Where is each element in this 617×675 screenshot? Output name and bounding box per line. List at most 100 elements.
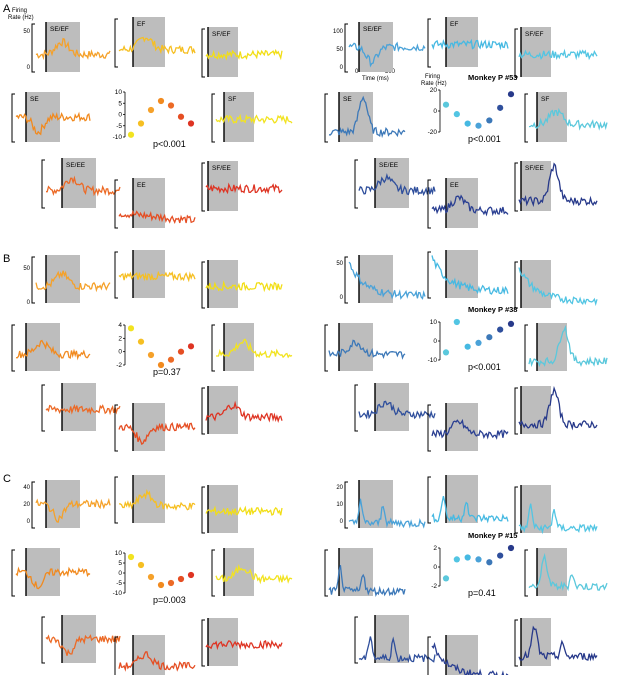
left-r0-c0-rate-line <box>35 497 111 523</box>
right-r0-c0-scale-bracket <box>344 481 348 529</box>
left-r2-c2-stimulus-shade <box>208 618 238 666</box>
right-r0-c0-stimulus-shade <box>359 255 393 303</box>
left-r2-c2 <box>201 618 283 667</box>
right-r2-c0 <box>354 383 436 432</box>
scatter-ytick-label: 0 <box>433 564 437 571</box>
scatter-ytick-label: 0 <box>118 570 122 577</box>
right-r0-c2 <box>514 485 598 535</box>
right-r2-c2-rate-line <box>518 162 598 208</box>
scatter-point <box>486 334 493 341</box>
b-right-tick-0: 50 <box>336 261 343 267</box>
right-r1-c2-rate-line <box>528 552 608 592</box>
left-r0-c1-rate-line <box>118 36 196 55</box>
scatter-ytick-label: 10 <box>115 89 123 96</box>
left-r1-c2-scale-bracket <box>211 324 215 372</box>
right-r0-c2-title: SF/EF <box>525 31 543 38</box>
scatter-point <box>177 113 185 120</box>
right-r2-c0-scale-bracket <box>354 159 358 209</box>
scatter-point <box>137 561 145 569</box>
left-r2-c2: SF/EE <box>201 161 283 212</box>
b-left-tick-1: 0 <box>27 300 31 306</box>
left-r0-c0-stimulus-shade <box>46 255 80 303</box>
left-r2-c2-rate-line <box>205 182 283 195</box>
right-r0-c1-scale-bracket <box>427 18 431 68</box>
c-left-tick-1: 20 <box>23 502 30 508</box>
right-r1-c0-rate-line <box>328 565 406 597</box>
scatter-point <box>127 325 135 332</box>
right-r0-c2 <box>514 260 598 309</box>
left-r1-c2 <box>211 548 293 597</box>
left-r2-c2-scale-bracket <box>201 387 205 435</box>
scatter-point <box>147 106 155 114</box>
scatter-ytick-label: -10 <box>113 590 123 597</box>
right-r0-c0-rate-line <box>348 498 426 529</box>
right-r1-c2-scale-bracket <box>524 93 528 143</box>
b-left-tick-0: 50 <box>23 266 30 272</box>
scatter-point <box>147 573 155 581</box>
right-r0-c0-scale-bracket <box>344 23 348 73</box>
left-r2-c0-scale-bracket <box>41 384 45 432</box>
right-r0-c1-scale-bracket <box>427 476 431 524</box>
left-r0-c2-rate-line <box>205 505 283 517</box>
c-right-tick-0: 20 <box>336 485 343 491</box>
scatter-p-value: p<0.001 <box>468 134 501 144</box>
left-r1-c0-stimulus-shade <box>26 548 60 596</box>
right-r0-c0 <box>344 480 426 529</box>
left-r0-c0-stimulus-shade <box>46 22 80 72</box>
scatter-point <box>167 102 175 109</box>
right-r2-c2-scale-bracket <box>514 387 518 435</box>
scatter-point <box>127 131 135 138</box>
right-r0-c0-rate-line <box>348 261 426 300</box>
left-r2-c0-rate-line <box>45 634 121 656</box>
right-r2-c0 <box>354 615 436 664</box>
right-r0-c2-scale-bracket <box>514 28 518 78</box>
left-r1-c2-scale-bracket <box>211 93 215 143</box>
left-r1-c0-scale-bracket <box>11 549 15 597</box>
scatter-point <box>442 349 450 356</box>
right-r2-c0-stimulus-shade <box>375 615 409 663</box>
c-left-tick-0: 40 <box>23 485 30 491</box>
scatter-point <box>167 579 175 587</box>
left-r1-c0-scale-bracket <box>11 324 15 372</box>
left-r2-c1-rate-line <box>118 651 196 672</box>
c-right-tick-2: 0 <box>340 519 344 525</box>
left-r1-c2 <box>211 323 293 372</box>
right-r2-c2-scale-bracket <box>514 619 518 667</box>
left-r2-c0 <box>41 615 121 664</box>
right-r1-c0 <box>324 323 406 372</box>
right-r0-c1-rate-line <box>431 495 509 524</box>
scatter-point <box>442 101 450 108</box>
right-r1-c2-scale-bracket <box>524 324 528 372</box>
c-right-tick-1: 10 <box>336 502 343 508</box>
c-left-tick-2: 0 <box>27 519 31 525</box>
scatter-point <box>147 351 155 359</box>
left-r0-c1-stimulus-shade <box>133 475 165 523</box>
right-r0-c0-scale-bracket <box>344 256 348 304</box>
left-r1-c0: SE <box>11 92 91 143</box>
left-r0-c2 <box>201 260 283 309</box>
right-r2-c1-rate-line <box>431 418 509 440</box>
left-r0-c0-title: SE/EF <box>50 26 69 33</box>
right-r2-c2: SF/EE <box>514 161 598 212</box>
right-r2-c1-rate-line <box>431 194 509 217</box>
scatter-C-right: 2 0 -2 p=0.41 Monkey P #15 <box>431 531 517 598</box>
scatter-ytick-label: 5 <box>118 560 122 567</box>
right-r2-c1-scale-bracket <box>427 404 431 452</box>
left-r1-c0-rate-line <box>15 339 91 361</box>
left-r0-c1-stimulus-shade <box>133 17 165 67</box>
left-r2-c2-scale-bracket <box>201 619 205 667</box>
left-r0-c1-scale-bracket <box>114 18 118 68</box>
left-r0-c0-scale-bracket <box>31 256 35 304</box>
scatter-title: Monkey P #38 <box>468 305 517 314</box>
right-r0-c2-rate-line <box>518 48 598 61</box>
right-r0-c0-title: SE/EF <box>363 26 382 33</box>
scatter-point <box>453 318 460 326</box>
right-r0-c1 <box>427 475 509 524</box>
scatter-p-value: p=0.003 <box>153 595 186 605</box>
right-r2-c2 <box>514 385 598 435</box>
left-r2-c0-rate-line <box>46 175 121 197</box>
right-r0-c1: EF <box>427 17 509 68</box>
left-r0-c1-scale-bracket <box>114 476 118 524</box>
left-r0-c2-stimulus-shade <box>208 485 238 533</box>
